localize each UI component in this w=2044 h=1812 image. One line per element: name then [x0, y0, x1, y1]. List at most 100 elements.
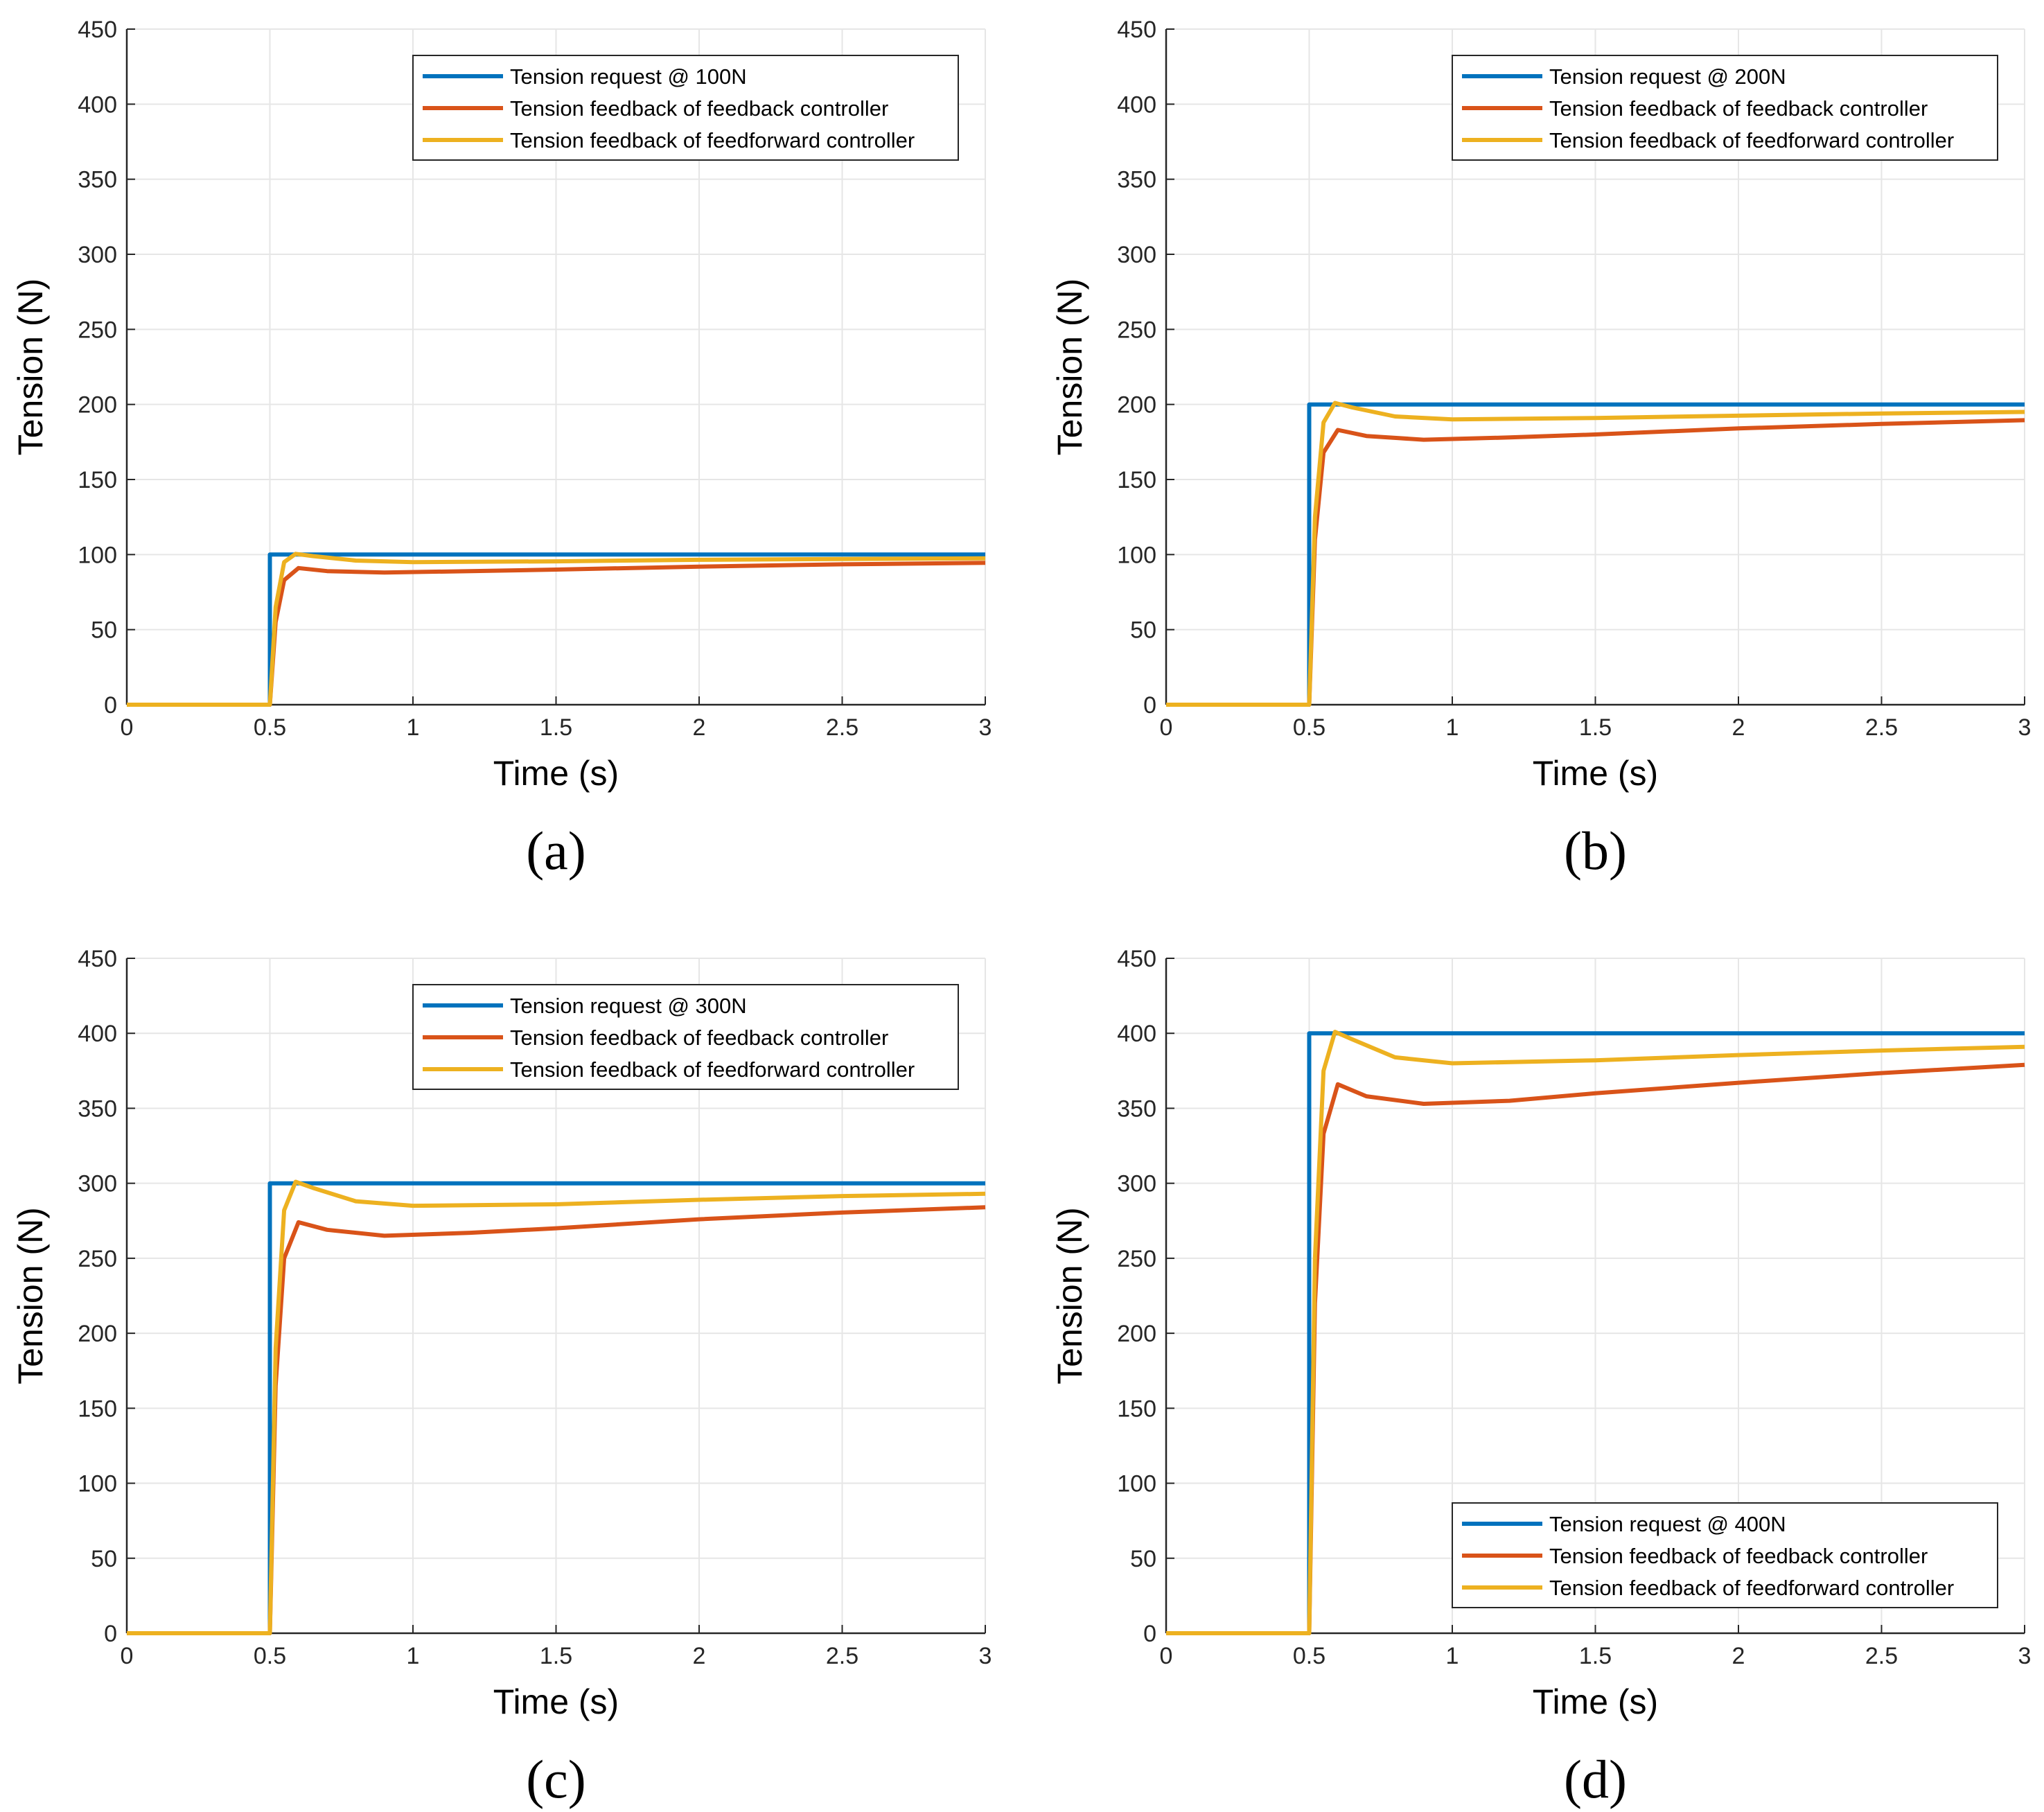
y-tick-label: 400	[78, 91, 117, 118]
y-tick-label: 0	[1143, 692, 1156, 719]
y-tick-label: 200	[1117, 392, 1156, 419]
x-tick-label: 3	[979, 714, 992, 741]
y-tick-label: 200	[78, 1321, 117, 1347]
legend: Tension request @ 300N Tension feedback o…	[412, 984, 959, 1090]
y-axis-label: Tension (N)	[1050, 279, 1089, 456]
series-line-feedforward	[1166, 1030, 2025, 1635]
y-tick-label: 300	[1117, 242, 1156, 268]
y-tick-label: 350	[1117, 167, 1156, 193]
y-tick-label: 450	[1117, 946, 1156, 972]
x-tick-label: 0	[1160, 714, 1173, 741]
x-tick-label: 3	[979, 1643, 992, 1669]
y-tick-label: 50	[1130, 1546, 1156, 1572]
y-tick-label: 100	[78, 1471, 117, 1497]
chart-panel-4: 0 0.5 1 1.5 2 2.5 3 0 50 100 150 200 250 300 350 400 450…	[1050, 946, 2031, 1809]
legend-label-request: Tension request @ 200N	[1549, 64, 1786, 89]
y-tick-label: 250	[1117, 317, 1156, 343]
y-tick-label: 400	[1117, 91, 1156, 118]
y-tick-label: 350	[1117, 1096, 1156, 1122]
y-tick-label: 0	[104, 692, 117, 719]
x-tick-label: 0.5	[1293, 1643, 1325, 1669]
legend-label-feedback: Tension feedback of feedback controller	[1549, 1544, 1928, 1568]
x-tick-label: 2.5	[826, 1643, 858, 1669]
chart-panel-1: 0 0.5 1 1.5 2 2.5 3 0 50 100 150 200 250 300 350 400 450…	[11, 17, 992, 881]
y-tick-label: 100	[1117, 542, 1156, 568]
legend-box	[1452, 1502, 1998, 1608]
x-tick-label: 2	[693, 1643, 706, 1669]
y-tick-label: 0	[104, 1621, 117, 1647]
y-tick-label: 150	[1117, 467, 1156, 493]
x-tick-label: 2	[1732, 714, 1745, 741]
y-tick-label: 300	[78, 1171, 117, 1197]
x-tick-label: 0.5	[254, 714, 286, 741]
y-tick-label: 450	[1117, 17, 1156, 43]
y-tick-label: 150	[78, 467, 117, 493]
y-tick-label: 100	[1117, 1471, 1156, 1497]
legend-label-feedforward: Tension feedback of feedforward controll…	[1549, 128, 1954, 152]
legend-label-feedback: Tension feedback of feedback controller	[1549, 96, 1928, 121]
series-line-feedforward	[1166, 401, 2025, 707]
legend: Tension request @ 100N Tension feedback o…	[412, 55, 959, 161]
panel-caption: (c)	[526, 1749, 586, 1809]
x-tick-label: 0.5	[1293, 714, 1325, 741]
y-tick-label: 250	[78, 1246, 117, 1272]
panel-caption: (d)	[1564, 1749, 1627, 1809]
x-tick-label: 2.5	[1865, 1643, 1898, 1669]
y-tick-label: 300	[1117, 1171, 1156, 1197]
x-tick-label: 3	[2018, 1643, 2032, 1669]
x-tick-label: 0	[121, 1643, 134, 1669]
y-tick-label: 150	[78, 1396, 117, 1422]
legend: Tension request @ 400N Tension feedback o…	[1452, 1502, 1998, 1608]
legend-label-feedback: Tension feedback of feedback controller	[510, 1026, 888, 1050]
legend-label-request: Tension request @ 100N	[510, 64, 747, 89]
chart-panel-2: 0 0.5 1 1.5 2 2.5 3 0 50 100 150 200 250 300 350 400 450…	[1050, 17, 2031, 881]
legend-box	[1452, 55, 1998, 161]
x-axis-label: Time (s)	[1533, 754, 1658, 793]
y-tick-label: 400	[78, 1021, 117, 1047]
x-axis-label: Time (s)	[493, 754, 619, 793]
y-tick-label: 200	[78, 392, 117, 419]
y-tick-label: 400	[1117, 1021, 1156, 1047]
y-tick-label: 50	[1130, 617, 1156, 644]
y-tick-label: 50	[91, 617, 117, 644]
x-tick-label: 1.5	[540, 714, 572, 741]
y-tick-label: 250	[78, 317, 117, 343]
y-tick-label: 200	[1117, 1321, 1156, 1347]
x-tick-label: 1	[407, 1643, 420, 1669]
x-tick-label: 0.5	[254, 1643, 286, 1669]
x-tick-label: 3	[2018, 714, 2032, 741]
y-tick-label: 450	[78, 17, 117, 43]
legend-box	[412, 55, 959, 161]
y-axis-label: Tension (N)	[11, 1207, 50, 1384]
y-tick-label: 150	[1117, 1396, 1156, 1422]
series-line-feedforward	[127, 552, 986, 707]
x-tick-label: 1.5	[1579, 714, 1612, 741]
y-tick-label: 50	[91, 1546, 117, 1572]
x-tick-label: 2	[693, 714, 706, 741]
legend-label-feedforward: Tension feedback of feedforward controll…	[510, 128, 915, 152]
legend-label-feedforward: Tension feedback of feedforward controll…	[1549, 1576, 1954, 1600]
y-tick-label: 0	[1143, 1621, 1156, 1647]
panel-caption: (a)	[526, 820, 586, 881]
y-tick-label: 300	[78, 242, 117, 268]
y-tick-label: 350	[78, 167, 117, 193]
legend: Tension request @ 200N Tension feedback o…	[1452, 55, 1998, 161]
x-tick-label: 2	[1732, 1643, 1745, 1669]
x-tick-label: 2.5	[826, 714, 858, 741]
x-axis-label: Time (s)	[1533, 1682, 1658, 1721]
legend-box	[412, 984, 959, 1090]
x-axis-label: Time (s)	[493, 1682, 619, 1721]
x-tick-label: 1	[1446, 1643, 1459, 1669]
y-tick-label: 450	[78, 946, 117, 972]
x-tick-label: 1.5	[540, 1643, 572, 1669]
series-line-feedforward	[127, 1179, 986, 1635]
x-tick-label: 1	[407, 714, 420, 741]
y-tick-label: 250	[1117, 1246, 1156, 1272]
y-tick-label: 350	[78, 1096, 117, 1122]
legend-label-request: Tension request @ 400N	[1549, 1512, 1786, 1536]
y-tick-label: 100	[78, 542, 117, 568]
panel-caption: (b)	[1564, 820, 1627, 881]
legend-label-feedforward: Tension feedback of feedforward controll…	[510, 1057, 915, 1082]
x-tick-label: 0	[121, 714, 134, 741]
